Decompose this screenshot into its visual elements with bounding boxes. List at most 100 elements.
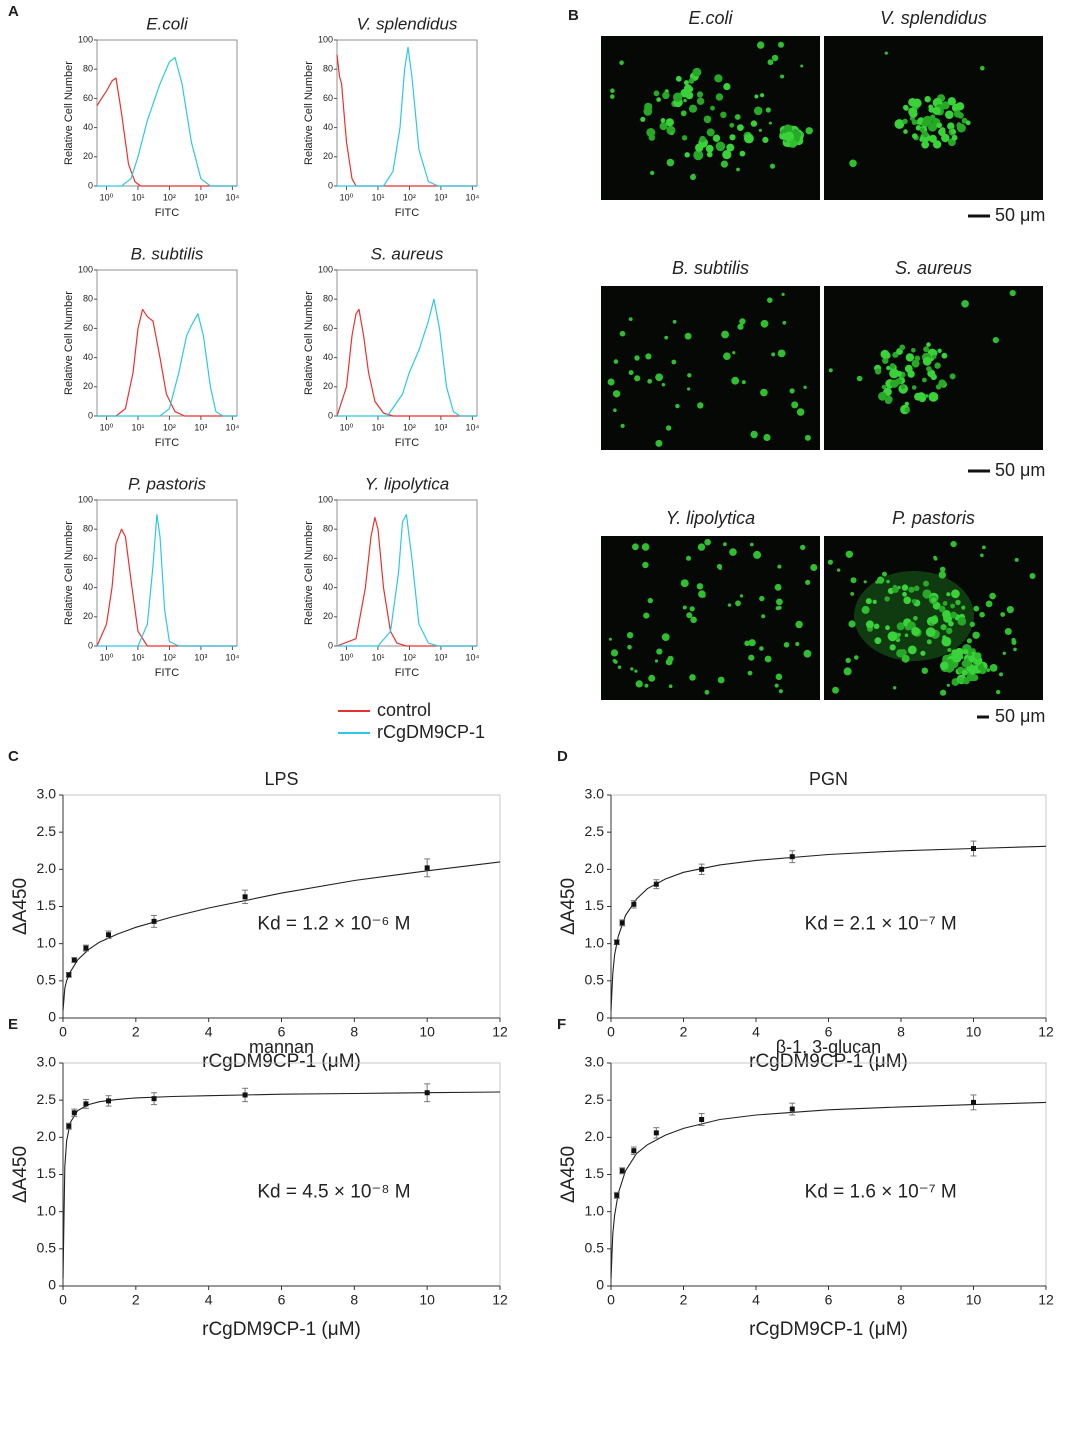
chart-title: Y. lipolytica xyxy=(365,474,449,493)
x-axis-label: FITC xyxy=(155,437,179,449)
x-tick-label: 10² xyxy=(163,192,176,202)
cell xyxy=(716,563,723,570)
cell xyxy=(644,683,649,688)
x-tick-label: 10² xyxy=(163,422,176,432)
cell xyxy=(684,332,692,340)
y-tick-label: 100 xyxy=(318,34,333,44)
cell xyxy=(656,648,663,655)
cell xyxy=(666,158,675,167)
cell xyxy=(951,103,961,113)
cell xyxy=(889,368,899,379)
cell xyxy=(1006,606,1014,614)
cell xyxy=(932,106,941,115)
y-tick-label: 40 xyxy=(323,122,333,132)
cell xyxy=(690,616,697,624)
x-tick-label: 10³ xyxy=(194,422,207,432)
cell xyxy=(781,292,785,296)
cell xyxy=(1029,573,1036,579)
cell xyxy=(723,542,727,547)
cell xyxy=(923,580,929,587)
plot-frame xyxy=(62,794,501,1019)
cell xyxy=(968,652,973,657)
cell xyxy=(1000,612,1006,617)
cell xyxy=(734,114,741,120)
cell xyxy=(895,378,902,385)
y-tick-label: 2.0 xyxy=(37,860,57,876)
cell xyxy=(996,689,1001,695)
cell xyxy=(973,605,980,612)
histogram-line xyxy=(336,308,477,417)
cell xyxy=(722,150,732,160)
y-axis-label: Relative Cell Number xyxy=(63,61,75,165)
plot-frame xyxy=(336,39,478,187)
micrograph xyxy=(601,536,820,700)
cell xyxy=(774,583,782,591)
cell xyxy=(874,637,882,645)
data-point xyxy=(619,1168,625,1174)
chart-title: E.coli xyxy=(146,14,189,33)
cell xyxy=(930,616,939,625)
cell xyxy=(962,677,970,685)
cell xyxy=(783,642,790,648)
x-tick-label: 10⁰ xyxy=(100,192,114,202)
cell xyxy=(661,633,670,641)
cell xyxy=(750,430,758,439)
cell xyxy=(896,622,905,631)
cell xyxy=(903,129,908,134)
cell xyxy=(979,611,985,618)
cell xyxy=(759,646,764,651)
cell xyxy=(913,616,918,621)
histogram-line xyxy=(336,54,477,187)
x-tick-label: 0 xyxy=(59,1292,67,1308)
x-tick-label: 6 xyxy=(825,1024,833,1040)
cell xyxy=(656,97,661,102)
y-tick-label: 60 xyxy=(83,93,93,103)
data-point xyxy=(653,881,659,887)
cell xyxy=(999,672,1003,677)
cell xyxy=(927,122,938,132)
cell xyxy=(704,689,710,695)
cell xyxy=(790,139,798,147)
cell xyxy=(795,620,803,629)
cell xyxy=(922,356,932,366)
cell xyxy=(939,566,946,573)
cell xyxy=(764,655,772,663)
cell xyxy=(619,330,626,337)
cell xyxy=(863,580,867,584)
fit-curve xyxy=(62,1091,501,1279)
y-axis-label: Relative Cell Number xyxy=(303,61,315,165)
cell xyxy=(690,174,696,181)
cell xyxy=(717,676,725,684)
cell xyxy=(673,92,683,102)
y-tick-label: 80 xyxy=(323,524,333,534)
scale-bar xyxy=(977,715,989,719)
cell xyxy=(778,689,784,694)
cell xyxy=(754,94,759,99)
cell xyxy=(846,669,852,674)
plot-frame xyxy=(610,794,1047,1019)
cell xyxy=(744,133,754,144)
cell xyxy=(613,359,619,364)
x-tick-label: 10¹ xyxy=(131,422,144,432)
x-tick-label: 10⁴ xyxy=(465,652,479,662)
y-axis-label: Relative Cell Number xyxy=(303,521,315,625)
cell xyxy=(935,118,941,124)
scale-label: 50 μm xyxy=(995,460,1045,480)
y-tick-label: 1.0 xyxy=(585,934,605,950)
cell xyxy=(687,387,691,391)
x-tick-label: 10³ xyxy=(434,422,447,432)
cell xyxy=(721,330,729,339)
cell xyxy=(946,592,951,597)
y-tick-label: 0 xyxy=(88,410,93,420)
cell xyxy=(727,603,732,607)
annotation: Kd = 2.1 × 10⁻⁷ M xyxy=(805,913,957,934)
cell xyxy=(706,128,715,137)
cell xyxy=(647,378,653,384)
x-tick-label: 10⁴ xyxy=(225,192,239,202)
x-tick-label: 10³ xyxy=(434,652,447,662)
cell xyxy=(947,97,956,106)
cell xyxy=(810,564,818,571)
cell xyxy=(884,397,892,405)
cell xyxy=(950,611,958,619)
cell xyxy=(689,606,695,612)
